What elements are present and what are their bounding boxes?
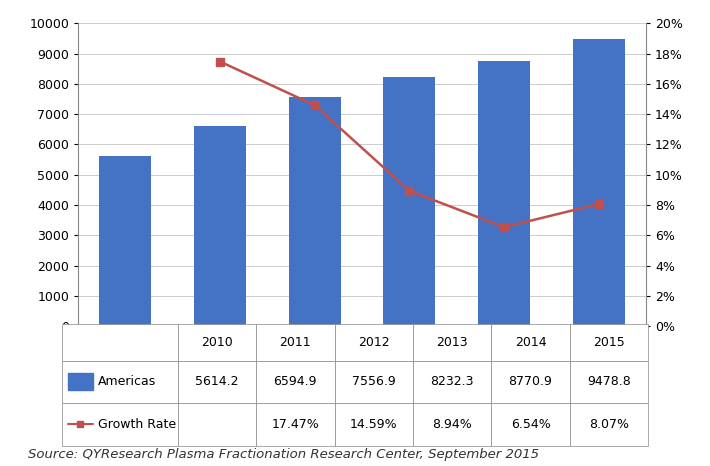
Text: Americas: Americas <box>98 376 156 389</box>
Text: Growth Rate: Growth Rate <box>98 418 176 431</box>
Text: Source: QYResearch Plasma Fractionation Research Center, September 2015: Source: QYResearch Plasma Fractionation … <box>28 448 540 461</box>
Bar <box>383 77 435 326</box>
Bar <box>99 156 151 326</box>
Bar <box>67 373 93 391</box>
Bar <box>573 39 625 326</box>
Bar <box>478 61 530 326</box>
Bar <box>289 97 341 326</box>
Bar <box>194 126 246 326</box>
